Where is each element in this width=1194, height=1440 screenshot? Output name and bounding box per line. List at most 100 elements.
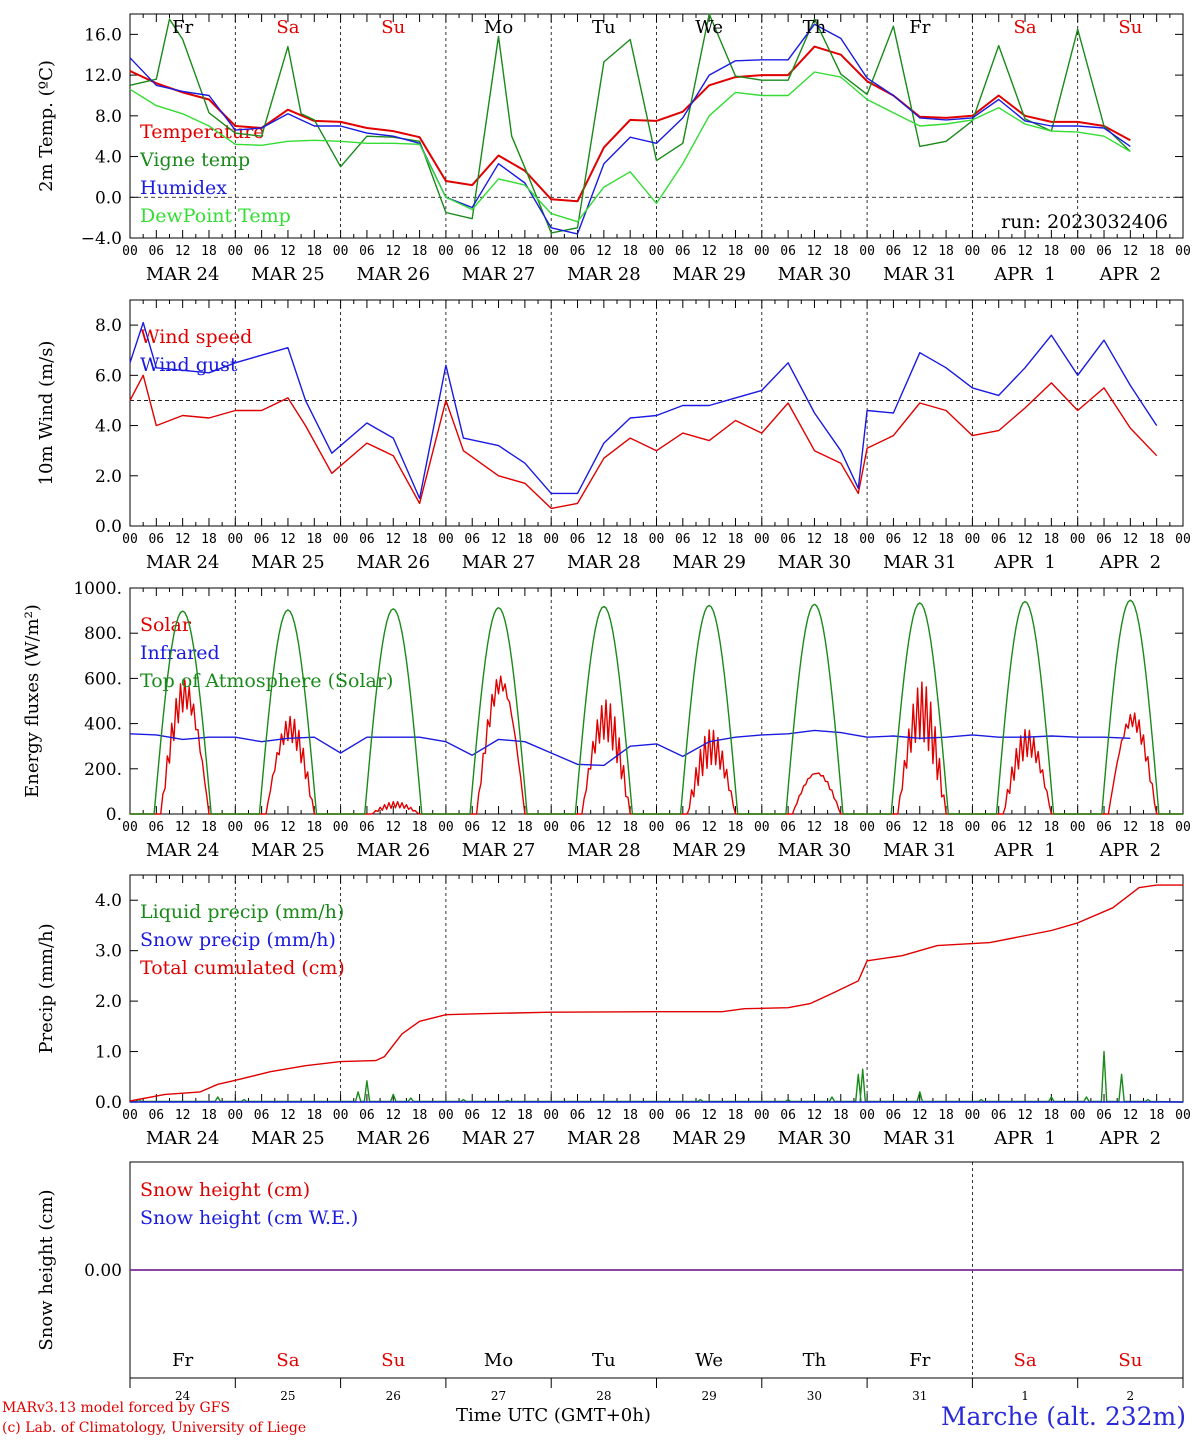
hour-tick-label: 06 [464,244,480,259]
date-label: APR 2 [1099,264,1162,285]
hour-tick-label: 06 [464,1108,480,1123]
hour-tick-label: 12 [701,244,717,259]
date-number-label: 25 [280,1389,295,1403]
date-number-label: 1 [1021,1389,1029,1403]
date-label: MAR 24 [146,840,220,861]
hour-tick-label: 06 [254,820,270,835]
hour-tick-label: 18 [938,1108,954,1123]
hour-tick-label: 00 [122,820,138,835]
hour-tick-label: 12 [280,532,296,547]
hour-tick-label: 12 [807,1108,823,1123]
weekday-label: Fr [172,1350,193,1371]
legend-entry: Infrared [140,642,220,664]
y-axis-label: Precip (mm/h) [36,923,57,1053]
lab-credit: (c) Lab. of Climatology, University of L… [2,1420,307,1436]
date-label: MAR 31 [883,552,957,573]
hour-tick-label: 12 [491,244,507,259]
hour-tick-label: 12 [1123,1108,1139,1123]
date-label: MAR 26 [356,840,430,861]
y-tick-label: 600. [84,669,122,689]
hour-tick-label: 00 [1070,532,1086,547]
hour-tick-label: 06 [991,532,1007,547]
date-label: MAR 26 [356,552,430,573]
date-label: MAR 31 [883,264,957,285]
hour-tick-label: 00 [754,244,770,259]
date-label: APR 1 [993,840,1056,861]
hour-tick-label: 06 [148,1108,164,1123]
hour-tick-label: 18 [938,532,954,547]
hour-tick-label: 12 [1123,244,1139,259]
hour-tick-label: 00 [438,532,454,547]
hour-tick-label: 12 [1123,532,1139,547]
y-tick-label: 1000. [73,579,122,599]
date-label: MAR 25 [251,1128,325,1149]
hour-tick-label: 12 [596,820,612,835]
hour-tick-label: 06 [991,1108,1007,1123]
date-number-label: 2 [1127,1389,1135,1403]
date-label: MAR 24 [146,1128,220,1149]
hour-tick-label: 06 [148,820,164,835]
hour-tick-label: 00 [543,244,559,259]
hour-tick-label: 18 [833,532,849,547]
hour-tick-label: 06 [1096,532,1112,547]
date-label: MAR 30 [778,840,852,861]
date-label: MAR 28 [567,840,641,861]
hour-tick-label: 00 [1175,244,1191,259]
hour-tick-label: 06 [886,244,902,259]
series-line [129,13,1131,234]
hour-tick-label: 00 [1070,1108,1086,1123]
weekday-label: Su [1118,17,1142,38]
hour-tick-label: 12 [701,820,717,835]
hour-tick-label: 00 [438,244,454,259]
hour-tick-label: 18 [412,532,428,547]
weekday-label: Th [803,17,827,38]
series-line [129,374,1158,510]
legend-entry: Snow precip (mm/h) [140,929,336,951]
hour-tick-label: 12 [175,532,191,547]
date-label: MAR 29 [672,552,746,573]
weekday-label: Fr [172,17,193,38]
hour-tick-label: 06 [148,532,164,547]
hour-tick-label: 06 [991,820,1007,835]
hour-tick-label: 12 [807,820,823,835]
y-axis-label: 10m Wind (m/s) [36,341,57,486]
series-line [130,599,1183,815]
hour-tick-label: 00 [438,820,454,835]
hour-tick-label: 18 [201,1108,217,1123]
hour-tick-label: 12 [1017,1108,1033,1123]
hour-tick-label: 12 [1017,820,1033,835]
hour-tick-label: 00 [438,1108,454,1123]
hour-tick-label: 00 [122,1108,138,1123]
y-tick-label: 6.0 [95,366,122,386]
hour-tick-label: 18 [1044,532,1060,547]
hour-tick-label: 00 [649,244,665,259]
hour-tick-label: 18 [517,1108,533,1123]
date-label: MAR 29 [672,264,746,285]
hour-tick-label: 18 [622,820,638,835]
weekday-label: Sa [1014,17,1037,38]
hour-tick-label: 06 [359,532,375,547]
hour-tick-label: 06 [1096,244,1112,259]
hour-tick-label: 18 [412,820,428,835]
date-label: MAR 24 [146,552,220,573]
weekday-label: Sa [276,1350,299,1371]
hour-tick-label: 18 [412,1108,428,1123]
date-number-label: 30 [807,1389,822,1403]
hour-tick-label: 12 [175,1108,191,1123]
date-label: APR 2 [1099,1128,1162,1149]
weekday-label: Sa [276,17,299,38]
hour-tick-label: 18 [1149,244,1165,259]
date-number-label: 26 [386,1389,401,1403]
hour-tick-label: 00 [333,244,349,259]
hour-tick-label: 18 [622,532,638,547]
hour-tick-label: 00 [333,820,349,835]
hour-tick-label: 18 [1149,1108,1165,1123]
hour-tick-label: 18 [306,244,322,259]
hour-tick-label: 06 [148,244,164,259]
hour-tick-label: 18 [728,1108,744,1123]
hour-tick-label: 06 [1096,820,1112,835]
hour-tick-label: 18 [1149,820,1165,835]
hour-tick-label: 00 [227,532,243,547]
y-tick-label: 200. [84,760,122,780]
date-label: APR 1 [993,264,1056,285]
